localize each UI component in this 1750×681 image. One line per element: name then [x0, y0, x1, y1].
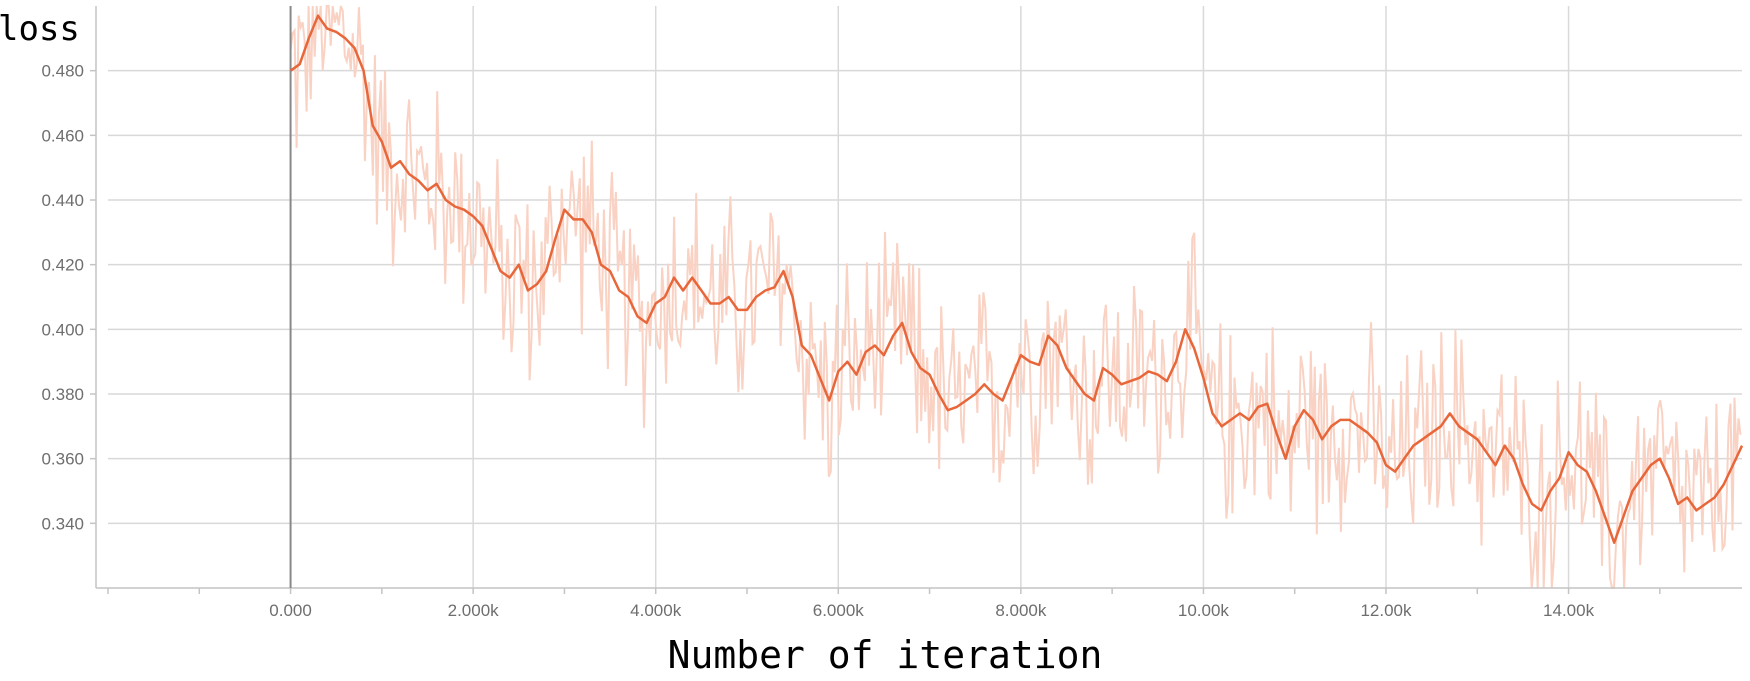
axes	[90, 6, 1742, 594]
smoothed-loss-line	[289, 14, 1744, 544]
raw-loss-series	[289, 5, 1742, 589]
y-tick-label: 0.420	[41, 256, 84, 275]
tick-labels: 0.340 0.360 0.380 0.400 0.420 0.440 0.460 0.480…	[41, 62, 1594, 620]
y-tick-label: 0.340	[41, 514, 84, 533]
grid-lines	[108, 6, 1742, 588]
smoothed-loss-series	[289, 14, 1744, 544]
raw-loss-line	[289, 5, 1742, 589]
x-tick-label: 12.00k	[1360, 601, 1412, 620]
x-tick-label: 0.000	[269, 601, 312, 620]
y-tick-label: 0.440	[41, 191, 84, 210]
y-tick-label: 0.380	[41, 385, 84, 404]
y-tick-label: 0.460	[41, 126, 84, 145]
x-tick-label: 8.000k	[995, 601, 1047, 620]
y-axis-label: loss	[0, 9, 80, 49]
y-tick-label: 0.360	[41, 450, 84, 469]
x-axis-label: Number of iteration	[668, 633, 1103, 677]
x-tick-label: 4.000k	[630, 601, 682, 620]
x-tick-label: 10.00k	[1178, 601, 1230, 620]
y-tick-label: 0.480	[41, 62, 84, 81]
x-tick-label: 14.00k	[1543, 601, 1595, 620]
x-tick-label: 6.000k	[813, 601, 865, 620]
y-tick-label: 0.400	[41, 320, 84, 339]
x-tick-label: 2.000k	[448, 601, 500, 620]
